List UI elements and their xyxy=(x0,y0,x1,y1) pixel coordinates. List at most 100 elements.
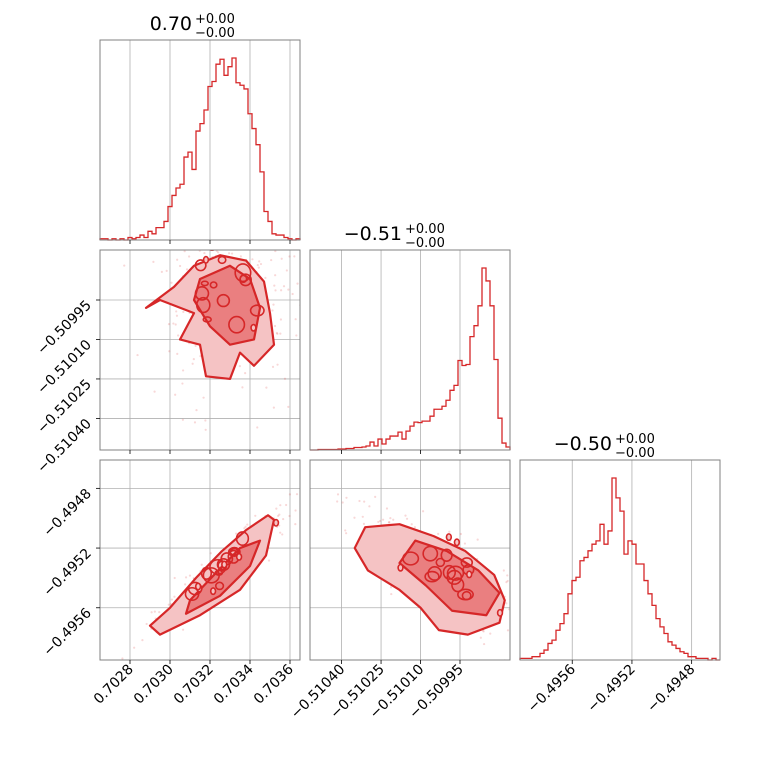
sample-point xyxy=(304,486,306,488)
sample-point xyxy=(216,251,220,254)
sample-point xyxy=(321,281,323,283)
sample-point xyxy=(274,274,277,277)
scatter-panel-3 xyxy=(309,459,548,664)
sample-point xyxy=(203,215,205,217)
contour-island xyxy=(202,316,212,323)
sample-point xyxy=(295,334,298,337)
sample-point xyxy=(165,248,167,250)
sample-point xyxy=(280,289,283,292)
sample-point xyxy=(191,362,194,365)
sample-point xyxy=(237,186,239,188)
contour-island xyxy=(208,250,216,251)
panel-frame xyxy=(99,39,301,241)
sample-point xyxy=(479,636,482,639)
sample-point xyxy=(152,260,155,263)
sample-point xyxy=(275,507,278,510)
sample-point xyxy=(279,504,282,507)
histogram-step-line xyxy=(519,477,720,661)
contour-island xyxy=(195,296,211,314)
x-tick-label: 0.7030 xyxy=(131,662,177,708)
sample-point xyxy=(281,243,283,245)
contour-island xyxy=(435,557,446,568)
sample-point xyxy=(240,207,242,209)
sample-point xyxy=(278,513,281,516)
sample-point xyxy=(527,628,529,630)
sample-point xyxy=(265,386,268,389)
sample-point xyxy=(389,586,393,589)
sample-point xyxy=(174,393,177,396)
sample-point xyxy=(546,612,548,614)
contour-blob xyxy=(221,560,228,569)
sample-point xyxy=(215,250,218,253)
sample-point xyxy=(209,552,212,555)
contour-island xyxy=(200,566,213,580)
sample-point xyxy=(178,264,182,268)
sample-point xyxy=(195,409,198,412)
sample-point xyxy=(271,365,275,368)
sample-point xyxy=(514,620,516,622)
x-tick-label: −0.4948 xyxy=(644,662,698,716)
contour-outer xyxy=(148,514,276,636)
sample-point xyxy=(191,210,193,212)
sample-point xyxy=(176,235,178,237)
sample-point xyxy=(225,457,227,459)
sample-point xyxy=(294,318,297,321)
x-tick-label: −0.4952 xyxy=(585,662,639,716)
contour-island xyxy=(209,281,218,289)
sample-point xyxy=(517,577,519,579)
param-title-value: 0.70 xyxy=(150,13,192,35)
contour-blob xyxy=(272,518,280,527)
contour-island xyxy=(446,565,465,581)
sample-point xyxy=(234,222,236,224)
sample-point xyxy=(535,645,537,647)
panel-frame xyxy=(99,249,301,451)
sample-point xyxy=(527,655,529,657)
sample-point xyxy=(271,309,274,312)
sample-point xyxy=(202,396,205,399)
sample-point xyxy=(174,323,177,326)
sample-point xyxy=(506,579,509,583)
contour-blob xyxy=(453,538,461,547)
panel-frame xyxy=(519,459,721,661)
sample-point xyxy=(316,293,318,295)
contour-island xyxy=(227,546,241,558)
sample-point xyxy=(272,406,275,409)
sample-point xyxy=(267,559,271,562)
sample-point xyxy=(246,221,248,223)
sample-point xyxy=(241,386,244,389)
sample-point xyxy=(257,266,260,269)
sample-point xyxy=(505,581,508,584)
sample-point xyxy=(181,628,185,631)
panel-frame xyxy=(309,249,511,451)
sample-point xyxy=(188,198,190,200)
sample-point xyxy=(204,428,207,431)
sample-point xyxy=(381,518,385,521)
sample-point xyxy=(204,419,207,422)
contour-island xyxy=(194,286,210,301)
contour-island xyxy=(228,315,246,334)
contour-island xyxy=(239,274,248,284)
sample-point xyxy=(170,281,173,284)
sample-point xyxy=(212,226,214,228)
sample-point xyxy=(173,576,176,580)
sample-point xyxy=(177,334,180,337)
sample-point xyxy=(363,440,365,442)
sample-point xyxy=(532,631,534,633)
sample-point xyxy=(217,227,219,229)
contour-island xyxy=(216,293,231,308)
contour-island xyxy=(217,255,227,265)
sample-point xyxy=(524,634,526,636)
sample-point xyxy=(421,510,425,513)
sample-point xyxy=(387,521,391,524)
sample-point xyxy=(295,493,299,496)
sample-point xyxy=(244,525,247,528)
sample-point xyxy=(336,500,339,503)
sample-point xyxy=(150,611,153,614)
sample-point xyxy=(256,426,259,429)
x-tick-label: −0.4956 xyxy=(525,661,579,715)
sample-point xyxy=(294,523,297,526)
sample-point xyxy=(165,269,168,272)
sample-point xyxy=(521,614,523,616)
x-tick-label: 0.7036 xyxy=(251,661,297,707)
